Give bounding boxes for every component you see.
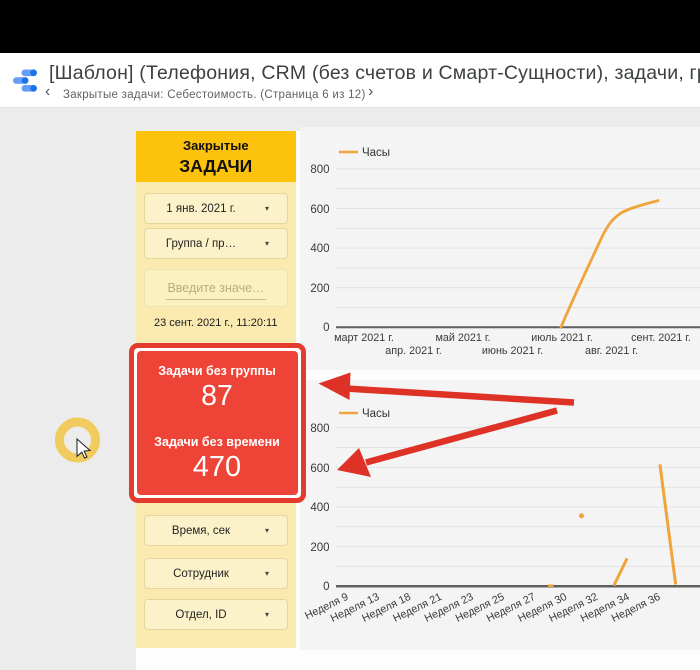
svg-text:0: 0	[323, 581, 329, 593]
svg-text:сент. 2021 г.: сент. 2021 г.	[631, 332, 691, 344]
svg-text:200: 200	[310, 283, 329, 295]
svg-text:июль 2021 г.: июль 2021 г.	[531, 332, 592, 344]
svg-text:800: 800	[310, 423, 329, 435]
svg-text:Часы: Часы	[362, 408, 390, 420]
svg-text:0: 0	[323, 322, 329, 334]
svg-text:600: 600	[310, 204, 329, 216]
svg-text:апр. 2021 г.: апр. 2021 г.	[385, 345, 442, 357]
svg-text:400: 400	[310, 243, 329, 255]
svg-text:май 2021 г.: май 2021 г.	[435, 332, 490, 344]
svg-text:200: 200	[310, 542, 329, 554]
svg-text:июнь 2021 г.: июнь 2021 г.	[482, 345, 543, 357]
svg-text:Часы: Часы	[362, 147, 390, 159]
svg-text:авг. 2021 г.: авг. 2021 г.	[585, 345, 638, 357]
svg-text:400: 400	[310, 502, 329, 514]
svg-text:600: 600	[310, 463, 329, 475]
svg-text:800: 800	[310, 164, 329, 176]
svg-text:март 2021 г.: март 2021 г.	[334, 332, 394, 344]
